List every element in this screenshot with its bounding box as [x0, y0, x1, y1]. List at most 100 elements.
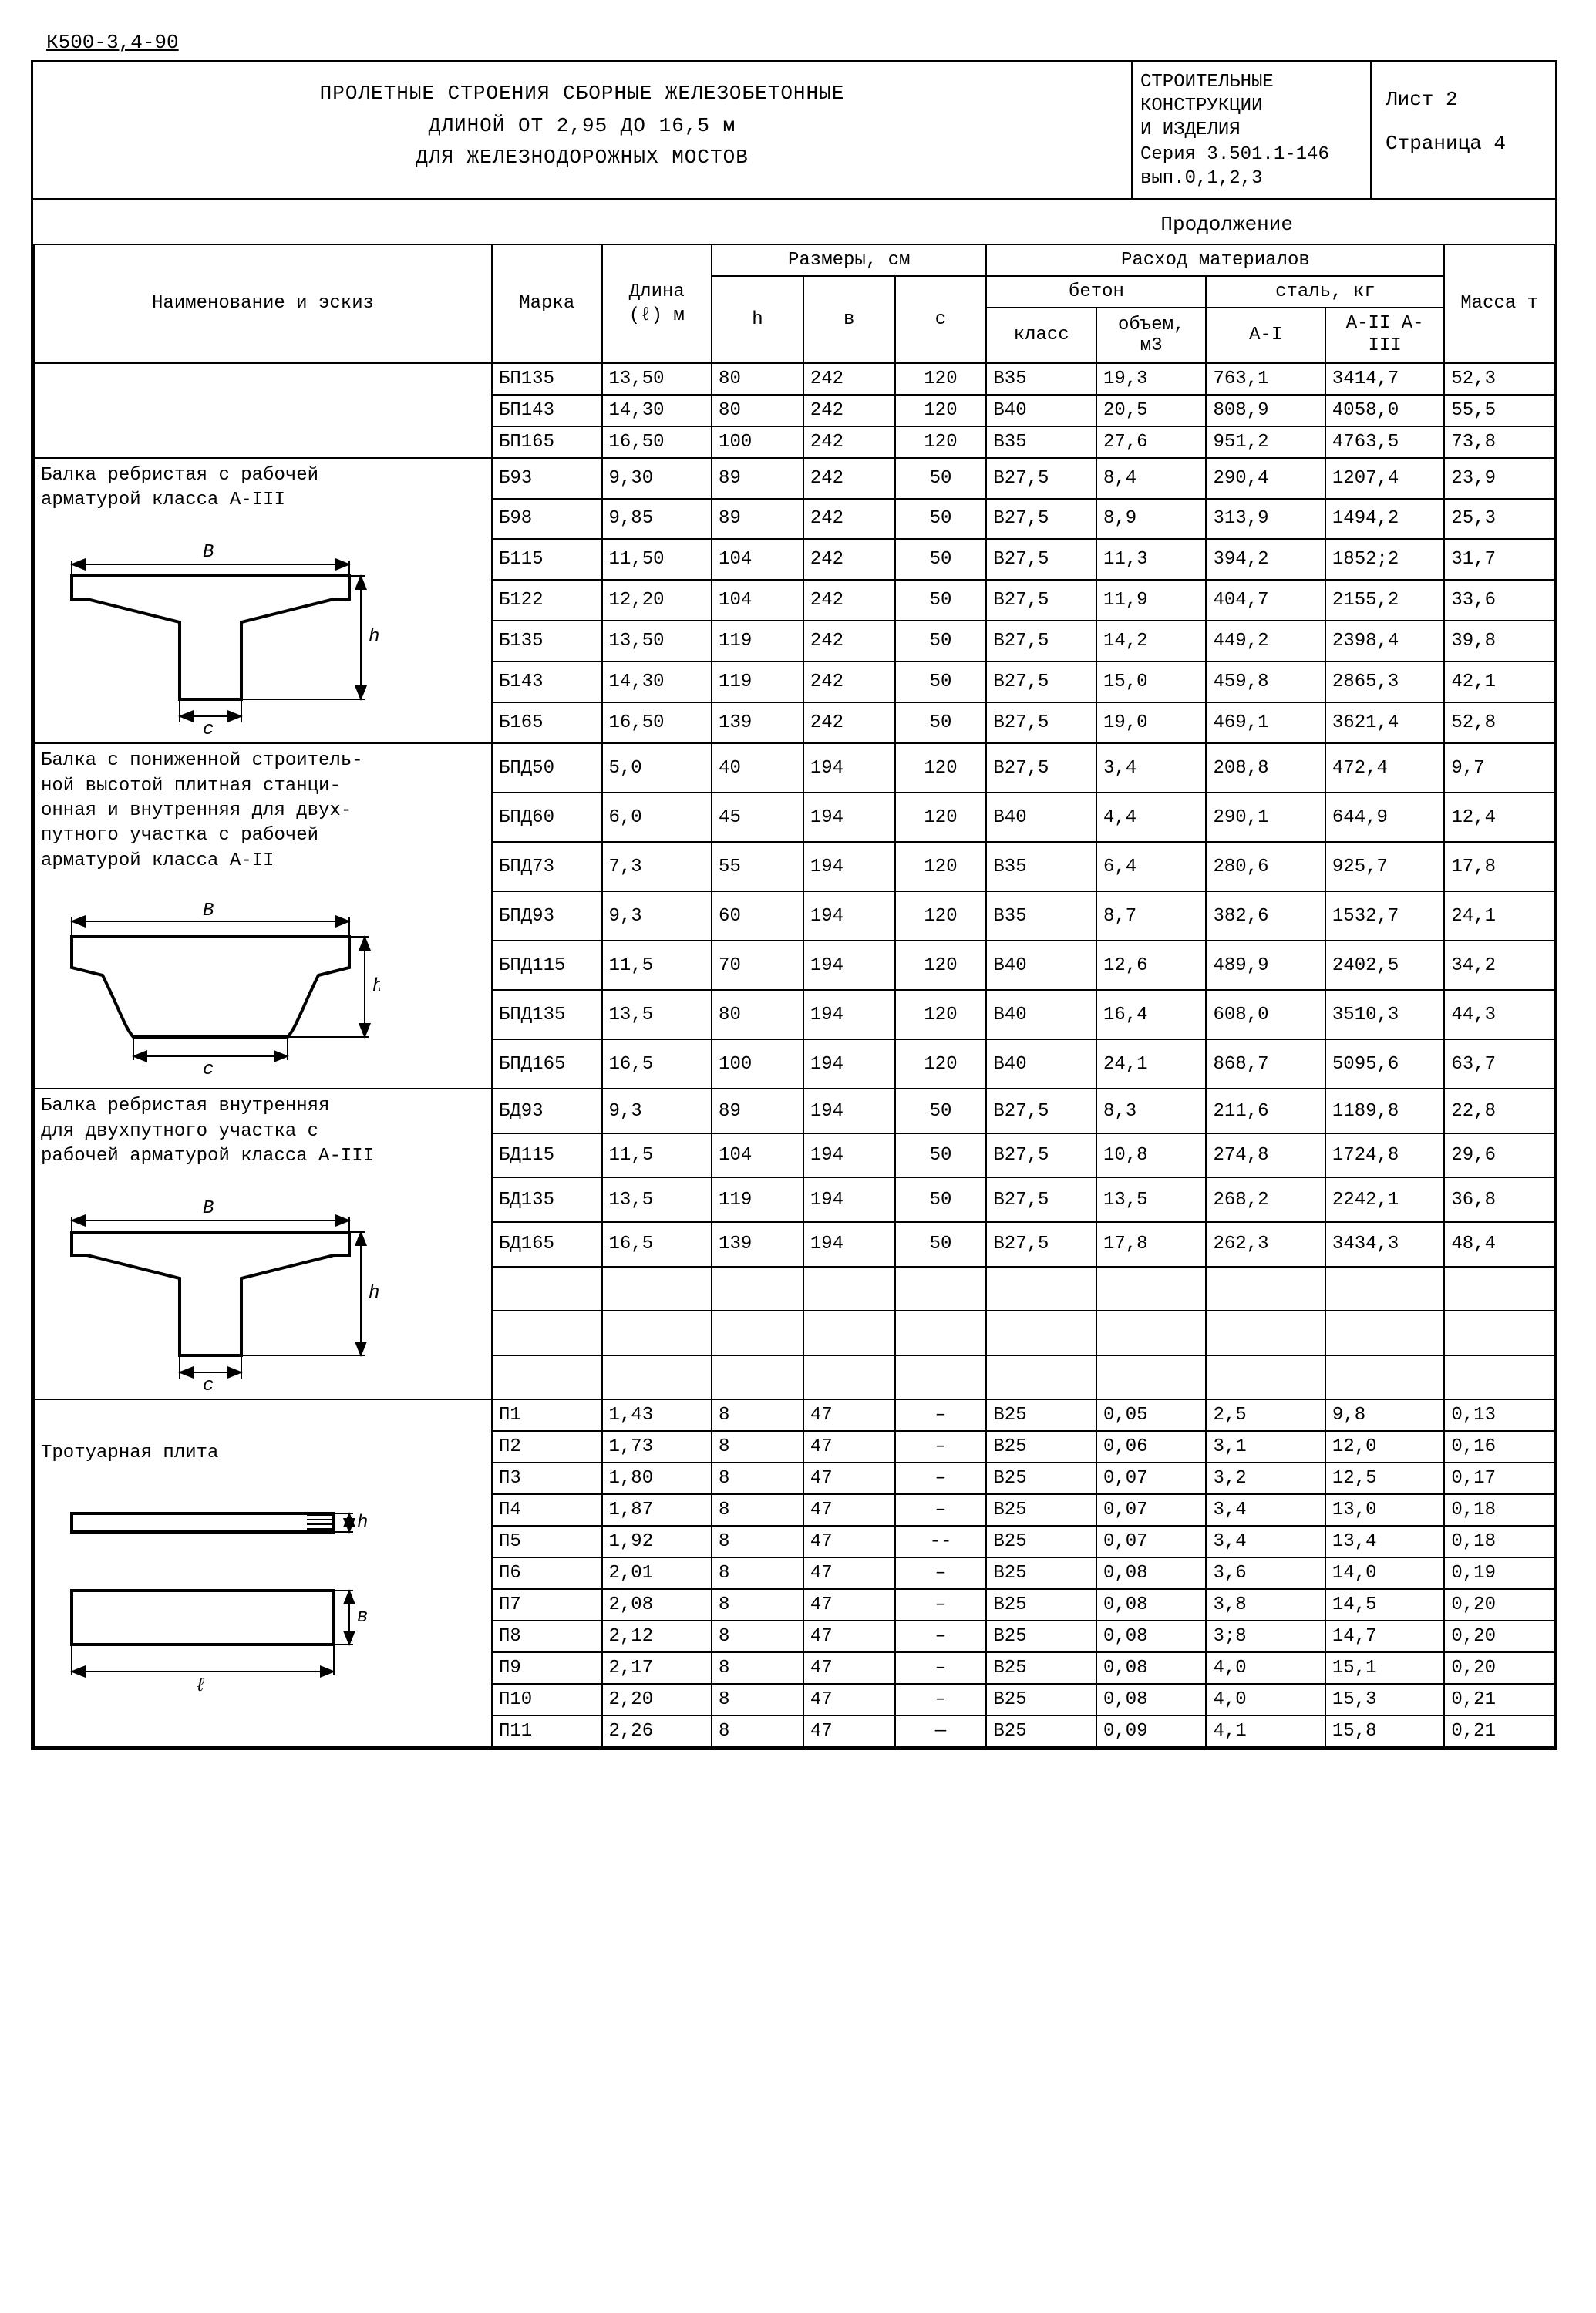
col-volume: объем, м3 [1096, 308, 1207, 363]
cell-a2: 2398,4 [1325, 621, 1444, 662]
cell-b: 47 [803, 1715, 895, 1747]
cell-c: – [895, 1494, 987, 1526]
cell-a1: 211,6 [1206, 1089, 1325, 1133]
tbeam-sketch: В h с [41, 522, 380, 738]
cell-h: 139 [712, 702, 803, 743]
sketch-wrap: В h с [41, 883, 485, 1083]
spacer-cell [492, 1355, 602, 1400]
spacer-cell [1096, 1267, 1207, 1311]
spacer-cell [895, 1355, 987, 1400]
cell-class: В25 [986, 1494, 1096, 1526]
cell-a1: 3,4 [1206, 1526, 1325, 1557]
spacer-cell [986, 1355, 1096, 1400]
cell-mass: 73,8 [1444, 426, 1554, 458]
cell-c: – [895, 1431, 987, 1463]
spacer-cell [1325, 1311, 1444, 1355]
cell-len: 6,0 [602, 793, 712, 842]
cell-a1: 4,1 [1206, 1715, 1325, 1747]
cell-class: В25 [986, 1431, 1096, 1463]
cell-len: 1,92 [602, 1526, 712, 1557]
col-class: класс [986, 308, 1096, 363]
cell-b: 242 [803, 621, 895, 662]
cell-c: – [895, 1463, 987, 1494]
cell-a1: 3,6 [1206, 1557, 1325, 1589]
cell-mark: БПД50 [492, 743, 602, 793]
cell-a2: 2402,5 [1325, 941, 1444, 990]
spacer-cell [1444, 1355, 1554, 1400]
cell-vol: 11,3 [1096, 539, 1207, 580]
cell-mark: БП135 [492, 363, 602, 395]
col-c: с [895, 276, 987, 363]
cell-mass: 12,4 [1444, 793, 1554, 842]
cell-vol: 14,2 [1096, 621, 1207, 662]
cell-a2: 14,7 [1325, 1621, 1444, 1652]
cell-mass: 44,3 [1444, 990, 1554, 1039]
cell-mass: 42,1 [1444, 662, 1554, 702]
cell-class: В35 [986, 363, 1096, 395]
cell-c: 50 [895, 1133, 987, 1178]
cell-vol: 0,09 [1096, 1715, 1207, 1747]
cell-b: 47 [803, 1589, 895, 1621]
cell-a1: 3,1 [1206, 1431, 1325, 1463]
cell-a1: 2,5 [1206, 1399, 1325, 1431]
cell-h: 60 [712, 891, 803, 941]
cell-c: 120 [895, 426, 987, 458]
svg-text:в: в [357, 1607, 368, 1628]
cell-vol: 6,4 [1096, 842, 1207, 891]
cell-len: 1,80 [602, 1463, 712, 1494]
svg-text:с: с [203, 1059, 214, 1080]
cell-c: 120 [895, 743, 987, 793]
cell-a2: 1724,8 [1325, 1133, 1444, 1178]
section-name-line: арматурой класса A-III [41, 488, 485, 513]
table-row: Тротуарная плита h в ℓ П11,43847–В250,05… [34, 1399, 1554, 1431]
cell-len: 12,20 [602, 580, 712, 621]
table-row: БП13513,5080242120В3519,3763,13414,752,3 [34, 363, 1554, 395]
header: ПРОЛЕТНЫЕ СТРОЕНИЯ СБОРНЫЕ ЖЕЛЕЗОБЕТОННЫ… [33, 62, 1555, 200]
cell-b: 47 [803, 1684, 895, 1715]
data-table: Наименование и эскиз Марка Длина (ℓ) м Р… [33, 244, 1555, 1749]
series-label: Серия 3.501.1-146 [1140, 143, 1362, 167]
spacer-cell [895, 1267, 987, 1311]
cell-vol: 10,8 [1096, 1133, 1207, 1178]
cell-mass: 0,17 [1444, 1463, 1554, 1494]
cell-len: 2,17 [602, 1652, 712, 1684]
cell-class: В35 [986, 842, 1096, 891]
section-name-line: для двухпутного участка с [41, 1119, 485, 1144]
table-row: Балка ребристая с рабочейарматурой класс… [34, 458, 1554, 499]
cell-mark: П10 [492, 1684, 602, 1715]
sheet-label: Лист 2 [1386, 78, 1541, 122]
cell-a2: 13,4 [1325, 1526, 1444, 1557]
cell-b: 194 [803, 793, 895, 842]
cell-b: 194 [803, 743, 895, 793]
issue-label: вып.0,1,2,3 [1140, 167, 1362, 190]
slab-beam-sketch: В h с [41, 883, 380, 1083]
cell-c: – [895, 1557, 987, 1589]
cell-vol: 27,6 [1096, 426, 1207, 458]
svg-text:В: В [203, 1198, 214, 1219]
section-name-line: путного участка с рабочей [41, 823, 485, 848]
cell-h: 104 [712, 539, 803, 580]
header-page: Лист 2 Страница 4 [1370, 62, 1555, 198]
cell-b: 194 [803, 1039, 895, 1089]
cell-vol: 8,9 [1096, 499, 1207, 540]
cell-h: 8 [712, 1526, 803, 1557]
cell-vol: 17,8 [1096, 1222, 1207, 1267]
cell-mark: Б122 [492, 580, 602, 621]
cell-a2: 925,7 [1325, 842, 1444, 891]
header-series: СТРОИТЕЛЬНЫЕ КОНСТРУКЦИИ И ИЗДЕЛИЯ Серия… [1131, 62, 1370, 198]
cell-a2: 472,4 [1325, 743, 1444, 793]
cell-a1: 763,1 [1206, 363, 1325, 395]
cell-mark: П1 [492, 1399, 602, 1431]
sketch-wrap: В h с [41, 522, 485, 738]
cell-mass: 9,7 [1444, 743, 1554, 793]
cell-b: 47 [803, 1431, 895, 1463]
cell-vol: 0,08 [1096, 1621, 1207, 1652]
cell-mark: Б98 [492, 499, 602, 540]
cell-h: 8 [712, 1463, 803, 1494]
col-h: h [712, 276, 803, 363]
cell-a2: 1189,8 [1325, 1089, 1444, 1133]
page-label: Страница 4 [1386, 122, 1541, 166]
cell-mark: П8 [492, 1621, 602, 1652]
cell-c: – [895, 1621, 987, 1652]
cell-a1: 469,1 [1206, 702, 1325, 743]
